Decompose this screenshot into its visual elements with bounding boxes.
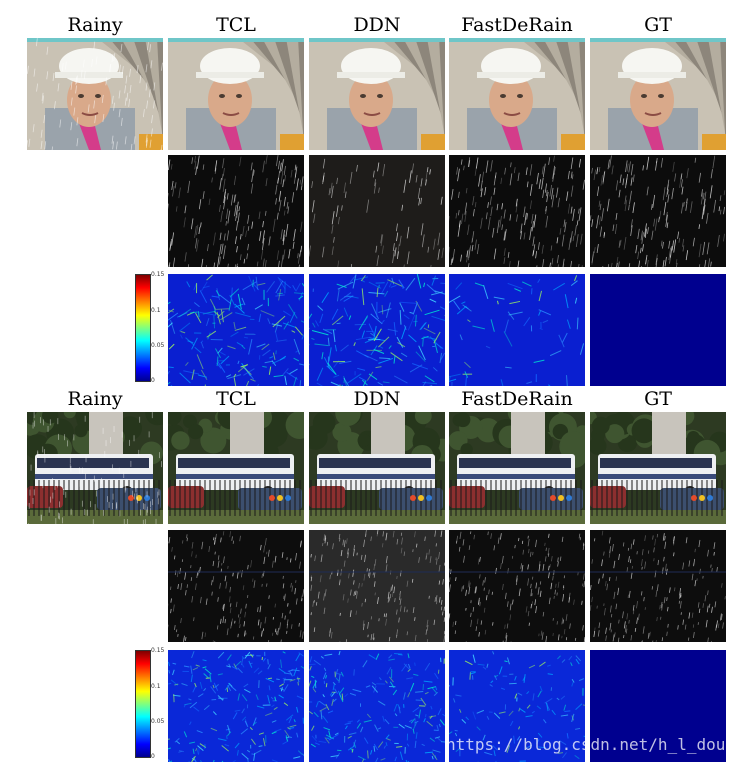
label-gt-1: GT — [590, 14, 726, 36]
label-ddn-1: DDN — [309, 14, 445, 36]
bus-tcl-error-map — [168, 650, 304, 762]
bus-tcl-image — [168, 412, 304, 524]
colorbar-1 — [135, 274, 151, 382]
foreman-ddn-image — [309, 38, 445, 150]
foreman-tcl-image — [168, 38, 304, 150]
label-rainy-1: Rainy — [27, 14, 163, 36]
foreman-rainy-image — [27, 38, 163, 150]
foreman-ddn-error-map — [309, 274, 445, 386]
bus-fastderain-residual — [449, 530, 585, 642]
bus-ddn-residual — [309, 530, 445, 642]
colorbar-2-tick-max: 0.15 — [151, 648, 164, 654]
label-ddn-2: DDN — [309, 388, 445, 410]
colorbar-2 — [135, 650, 151, 758]
foreman-gt-image — [590, 38, 726, 150]
bus-rainy-image — [27, 412, 163, 524]
foreman-gt-error-map — [590, 274, 726, 386]
colorbar-1-tick-low: 0.05 — [151, 343, 164, 349]
watermark: https://blog.csdn.net/h_l_dou — [446, 735, 725, 754]
colorbar-1-tick-mid: 0.1 — [151, 308, 161, 314]
label-tcl-1: TCL — [168, 14, 304, 36]
label-rainy-2: Rainy — [27, 388, 163, 410]
colorbar-1-tick-max: 0.15 — [151, 272, 164, 278]
bus-ddn-image — [309, 412, 445, 524]
colorbar-2-tick-mid: 0.1 — [151, 684, 161, 690]
bus-gt-image — [590, 412, 726, 524]
bus-tcl-residual — [168, 530, 304, 642]
foreman-fastderain-image — [449, 38, 585, 150]
colorbar-2-tick-zero: 0 — [151, 754, 155, 760]
colorbar-2-tick-low: 0.05 — [151, 719, 164, 725]
foreman-tcl-residual — [168, 155, 304, 267]
bus-ddn-error-map — [309, 650, 445, 762]
foreman-tcl-error-map — [168, 274, 304, 386]
label-fastderain-1: FastDeRain — [449, 14, 585, 36]
foreman-ddn-residual — [309, 155, 445, 267]
bus-fastderain-image — [449, 412, 585, 524]
label-fastderain-2: FastDeRain — [449, 388, 585, 410]
label-tcl-2: TCL — [168, 388, 304, 410]
bus-gt-residual — [590, 530, 726, 642]
colorbar-1-tick-zero: 0 — [151, 378, 155, 384]
foreman-gt-residual — [590, 155, 726, 267]
label-gt-2: GT — [590, 388, 726, 410]
foreman-fastderain-error-map — [449, 274, 585, 386]
foreman-fastderain-residual — [449, 155, 585, 267]
